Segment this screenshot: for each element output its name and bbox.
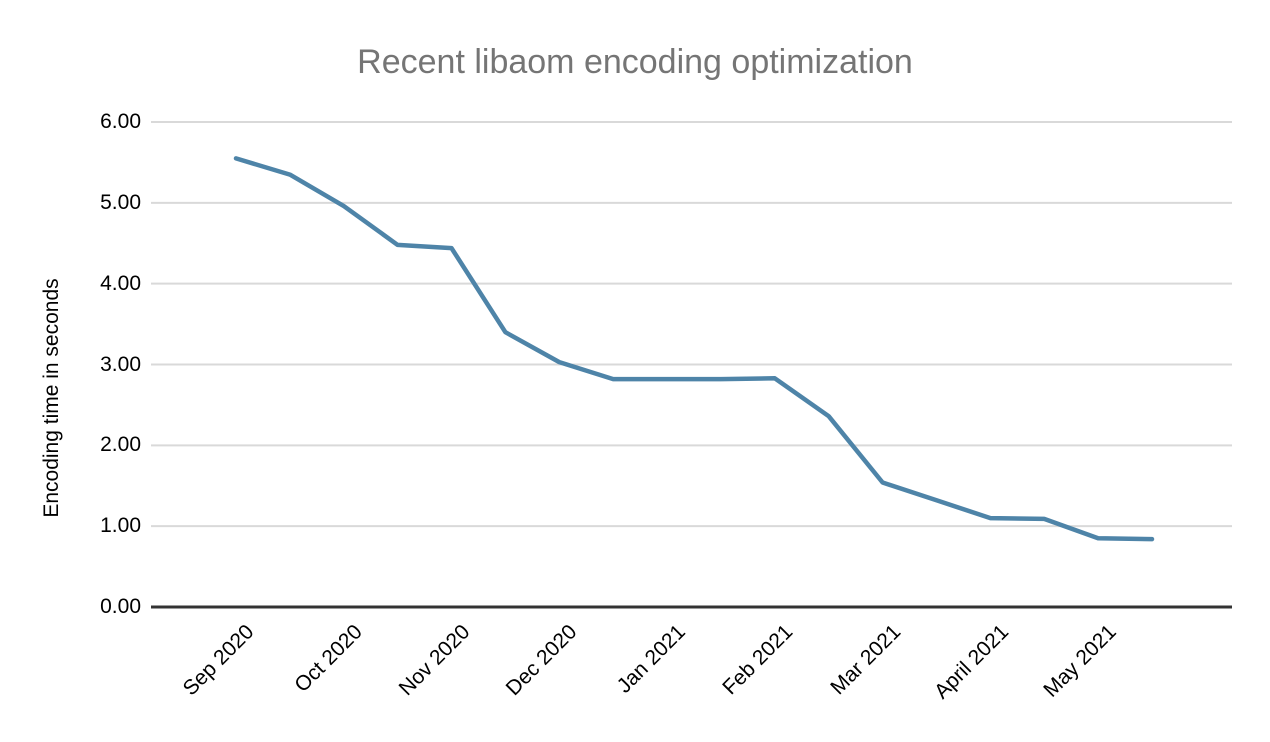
y-tick-label: 6.00 — [100, 110, 141, 134]
y-tick-label: 4.00 — [100, 271, 141, 295]
y-tick-label: 3.00 — [100, 352, 141, 376]
y-tick-label: 0.00 — [100, 595, 141, 618]
y-tick-label: 1.00 — [100, 514, 141, 538]
y-tick-label: 5.00 — [100, 190, 141, 214]
chart-title: Recent libaom encoding optimization — [357, 43, 913, 81]
series-line — [233, 156, 1155, 542]
y-tick-label: 2.00 — [100, 433, 141, 457]
